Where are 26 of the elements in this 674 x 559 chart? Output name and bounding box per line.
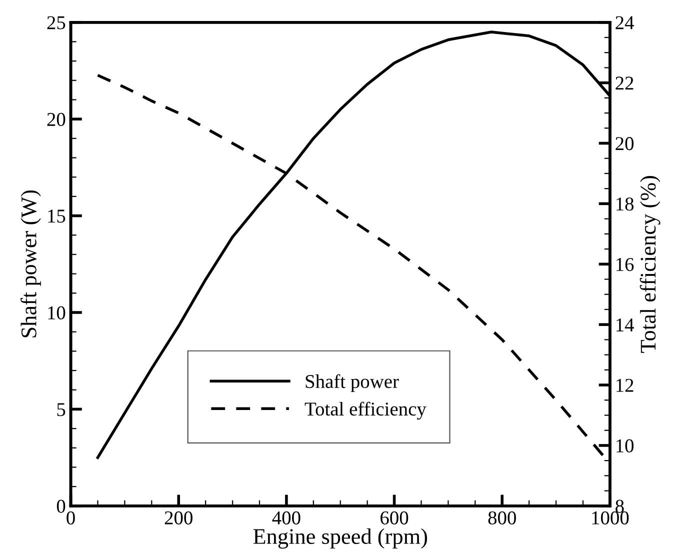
x-axis-title: Engine speed (rpm) <box>253 528 428 549</box>
y2-tick-label: 10 <box>616 439 634 452</box>
y-tick-label: 25 <box>47 16 66 30</box>
y2-tick-label: 16 <box>616 258 634 272</box>
y2-tick-label: 20 <box>616 137 634 150</box>
x-tick-label: 0 <box>66 511 75 524</box>
y2-tick-label: 12 <box>616 378 634 392</box>
x-tick-label: 1000 <box>592 511 629 524</box>
y2-tick-label: 18 <box>616 198 634 211</box>
y-tick-label: 0 <box>56 500 66 513</box>
y2-tick-label: 14 <box>616 318 634 332</box>
y-tick-label: 5 <box>57 403 66 416</box>
x-tick-label: 800 <box>488 511 516 524</box>
y2-tick-label: 8 <box>616 500 624 513</box>
y-axis-title: Shaft power (W) <box>20 190 41 338</box>
x-tick-label: 200 <box>164 511 192 524</box>
legend-label: Total efficiency <box>304 402 426 420</box>
y2-tick-label: 24 <box>616 16 634 30</box>
legend-label: Shaft power <box>306 374 399 392</box>
y2-tick-label: 22 <box>616 76 634 90</box>
y-tick-label: 15 <box>48 210 66 223</box>
y2-axis-title: Total efficiency (%) <box>640 176 660 353</box>
y-tick-label: 10 <box>48 306 66 320</box>
y-tick-label: 20 <box>47 112 66 126</box>
x-tick-label: 600 <box>380 511 408 524</box>
x-tick-label: 400 <box>272 511 300 524</box>
